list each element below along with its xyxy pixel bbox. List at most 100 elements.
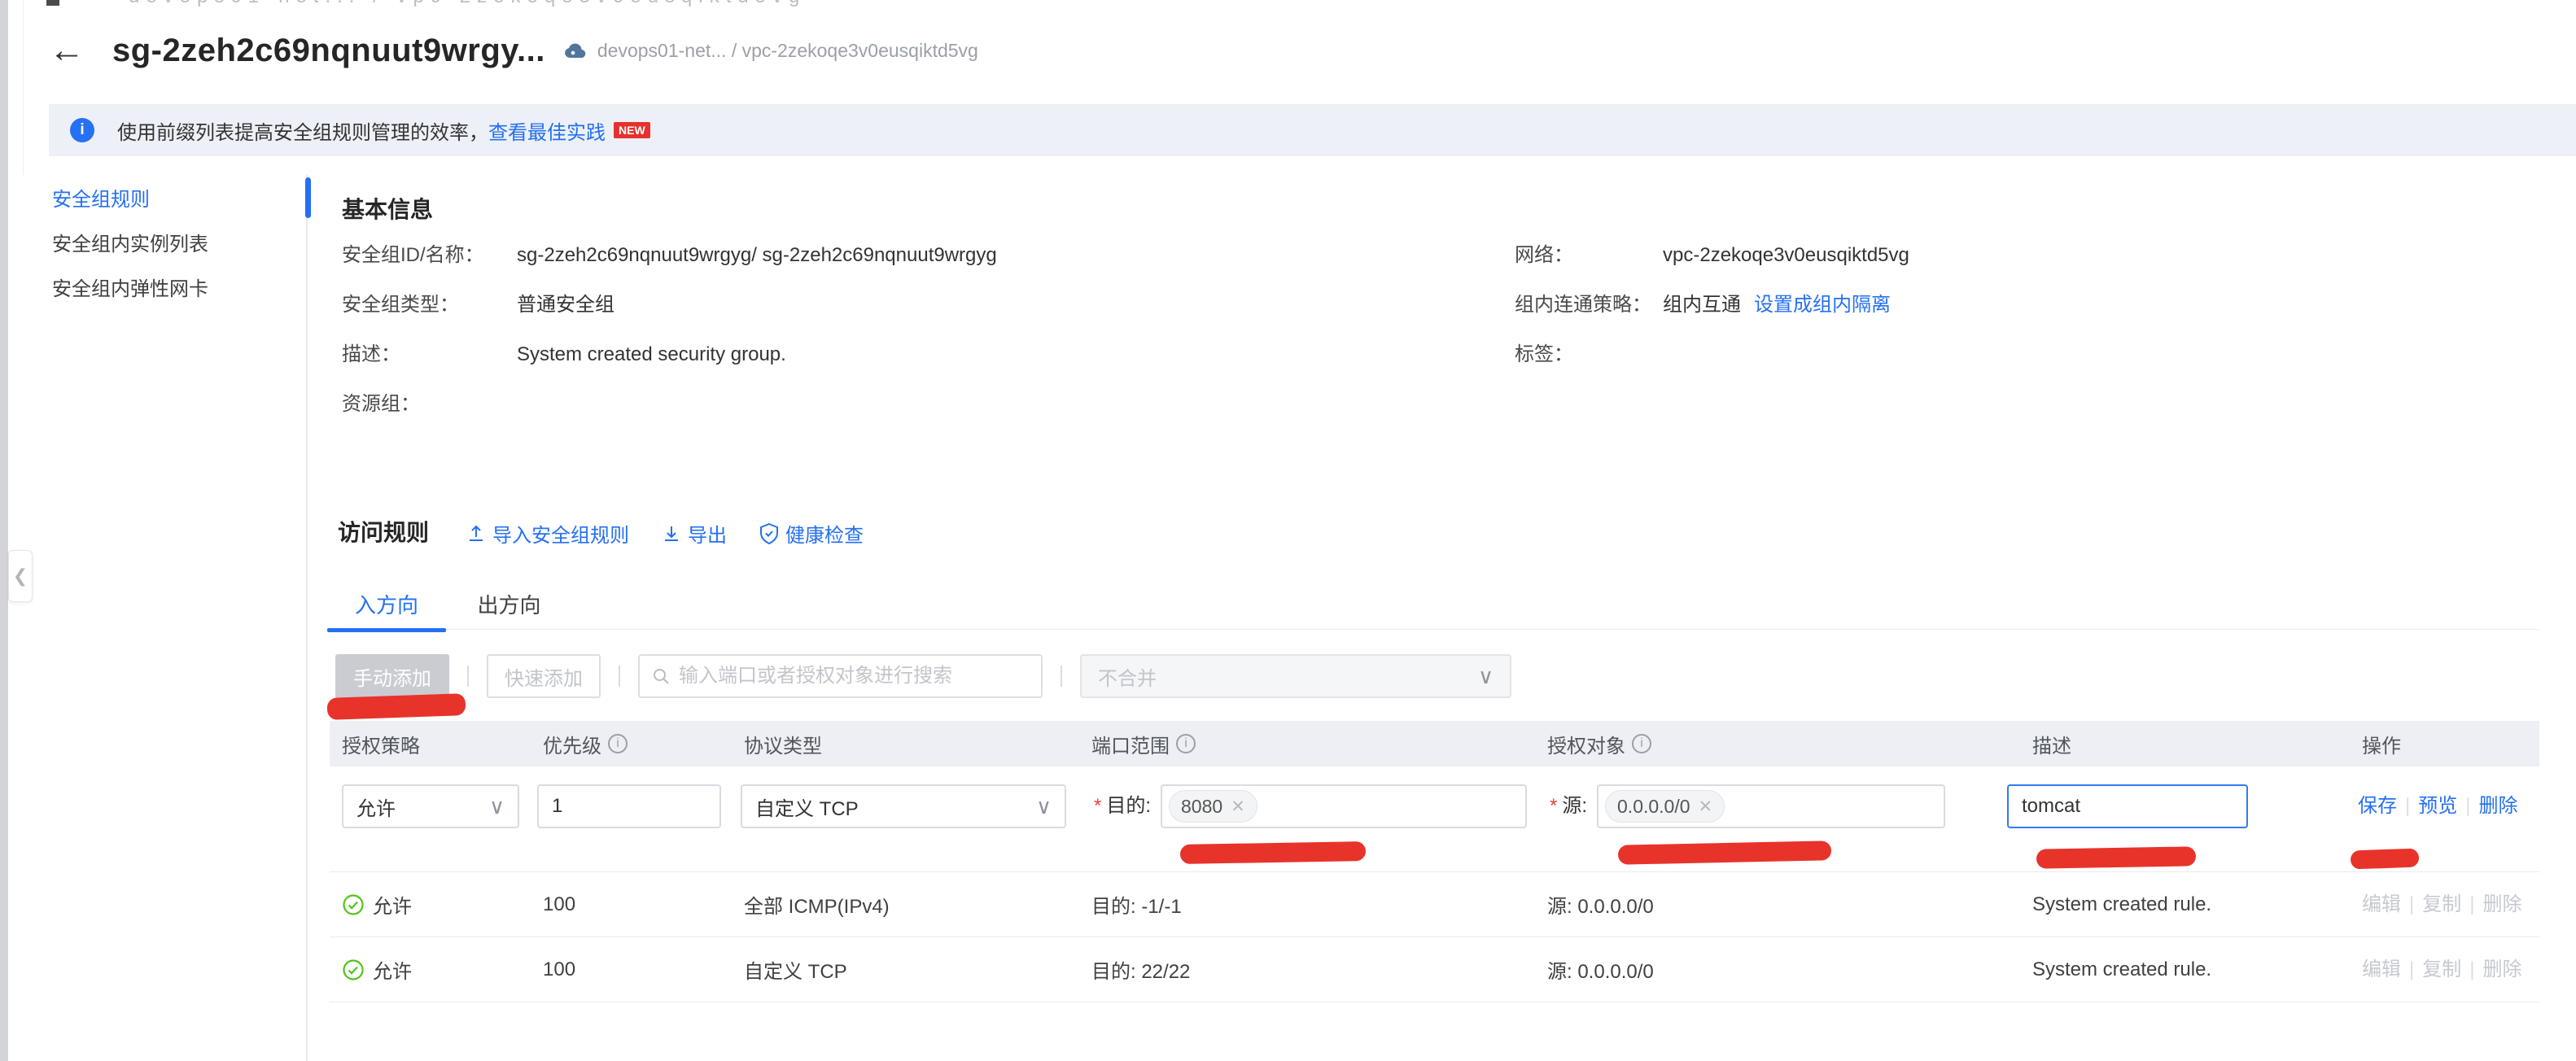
search-icon <box>654 669 669 684</box>
delete-link[interactable]: 删除 <box>2478 795 2518 817</box>
download-icon <box>665 526 678 541</box>
tag-value: 8080 <box>1181 795 1223 817</box>
manual-add-button[interactable]: 手动添加 <box>335 654 449 698</box>
protocol-cell: 自定义 TCP <box>744 961 847 983</box>
description-input[interactable] <box>2007 784 2248 828</box>
shield-check-icon <box>760 522 778 544</box>
port-cell: 目的: 22/22 <box>1091 961 1191 983</box>
info-circle-icon: i <box>70 118 94 142</box>
chevron-down-icon: ∨ <box>488 793 505 819</box>
field-label: 组内连通策略： <box>1515 294 1651 316</box>
policy-cell: 允许 <box>330 937 531 1002</box>
import-rules-link[interactable]: 导入安全组规则 <box>466 519 629 548</box>
edit-port-cell: * 目的: 8080 ✕ <box>1079 766 1535 871</box>
cidr-tag: 0.0.0.0/0 ✕ <box>1605 790 1725 823</box>
selected-option: 自定义 TCP <box>755 797 859 820</box>
policy-select[interactable]: 允许 ∨ <box>342 784 519 828</box>
health-check-link[interactable]: 健康检查 <box>759 519 864 548</box>
action-divider: | <box>2469 958 2475 980</box>
sidebar-item-enis-in-group[interactable]: 安全组内弹性网卡 <box>23 264 306 309</box>
breadcrumb: devops01-net... / vpc-2zekoqe3v0eusqiktd… <box>597 39 978 61</box>
toolbar-divider <box>619 666 620 687</box>
info-icon[interactable]: i <box>608 734 628 753</box>
vpc-cloud-icon <box>563 41 586 59</box>
edit-protocol-cell: 自定义 TCP ∨ <box>732 766 1079 871</box>
save-link[interactable]: 保存 <box>2358 795 2397 817</box>
col-header-auth-object: 授权对象 i <box>1535 721 2020 766</box>
tab-outbound[interactable]: 出方向 <box>477 593 541 618</box>
col-header-policy: 授权策略 <box>342 735 420 758</box>
action-divider: | <box>2409 893 2415 915</box>
info-icon[interactable]: i <box>1176 734 1196 753</box>
required-asterisk: * <box>1550 795 1558 817</box>
source-tag-input[interactable]: 0.0.0.0/0 ✕ <box>1597 784 1946 828</box>
export-link[interactable]: 导出 <box>662 519 727 548</box>
delete-link-disabled[interactable]: 删除 <box>2482 893 2522 915</box>
access-rules-title: 访问规则 <box>338 520 430 545</box>
copy-link-disabled[interactable]: 复制 <box>2422 893 2462 915</box>
merge-mode-select[interactable]: 不合并 ∨ <box>1080 654 1511 698</box>
sidebar-collapse-handle[interactable]: ❮ <box>8 550 33 602</box>
info-icon[interactable]: i <box>1632 734 1651 753</box>
collapsed-left-rail <box>0 0 8 1061</box>
field-label: 标签： <box>1515 343 1573 365</box>
delete-link-disabled[interactable]: 删除 <box>2482 958 2522 980</box>
sidebar: 安全组规则 安全组内实例列表 安全组内弹性网卡 <box>23 175 311 1061</box>
source-cell: 源: 0.0.0.0/0 <box>1547 896 1654 918</box>
toolbar-divider <box>1061 666 1062 687</box>
tab-inbound[interactable]: 入方向 <box>327 587 446 632</box>
priority-cell: 100 <box>543 893 576 915</box>
edit-link-disabled[interactable]: 编辑 <box>2362 893 2401 915</box>
info-row-network: 网络： vpc-2zekoqe3v0eusqiktd5vg <box>1515 244 1909 267</box>
link-label: 导出 <box>688 525 727 547</box>
search-input[interactable] <box>679 665 1041 688</box>
port-tag: 8080 ✕ <box>1169 790 1257 823</box>
edit-actions-cell: 保存 | 预览 | 删除 <box>2350 766 2539 871</box>
toolbar-divider <box>467 666 469 687</box>
sidebar-item-instances-in-group[interactable]: 安全组内实例列表 <box>23 220 306 264</box>
active-indicator-bar <box>305 177 311 218</box>
action-divider: | <box>2409 958 2415 980</box>
info-row-type: 安全组类型： 普通安全组 <box>342 294 997 317</box>
edit-priority-cell <box>531 766 732 871</box>
field-label: 安全组ID/名称： <box>342 244 484 266</box>
allow-check-icon <box>342 893 365 916</box>
rule-row: 允许 100 全部 ICMP(IPv4) 目的: -1/-1 源: 0.0.0.… <box>330 872 2539 937</box>
page-title: sg-2zeh2c69nqnuut9wrgy... <box>112 32 545 68</box>
info-banner: i 使用前缀列表提高安全组规则管理的效率， 查看最佳实践 NEW <box>49 104 2576 156</box>
remove-tag-icon[interactable]: ✕ <box>1698 797 1713 816</box>
selected-option: 允许 <box>356 797 396 820</box>
new-badge: NEW <box>614 122 650 138</box>
upload-icon <box>470 525 483 541</box>
quick-add-button[interactable]: 快速添加 <box>487 654 601 698</box>
protocol-cell: 全部 ICMP(IPv4) <box>744 896 890 918</box>
edit-link-disabled[interactable]: 编辑 <box>2362 958 2401 980</box>
best-practice-link[interactable]: 查看最佳实践 <box>488 121 606 144</box>
priority-input[interactable] <box>537 784 721 828</box>
set-isolation-link[interactable]: 设置成组内隔离 <box>1754 294 1891 316</box>
col-header-port-range: 端口范围 i <box>1079 721 1535 766</box>
protocol-select[interactable]: 自定义 TCP ∨ <box>741 784 1066 828</box>
action-divider: | <box>2465 795 2471 817</box>
red-annotation-marker <box>2350 848 2420 870</box>
remove-tag-icon[interactable]: ✕ <box>1231 797 1245 816</box>
row-actions-cell: 编辑 | 复制 | 删除 <box>2350 937 2539 1002</box>
back-button[interactable]: ← <box>49 30 85 70</box>
rules-search-box <box>638 654 1043 698</box>
basic-info-right-column: 网络： vpc-2zekoqe3v0eusqiktd5vg 组内连通策略： 组内… <box>1515 244 1909 393</box>
field-label: 描述： <box>342 343 400 365</box>
field-value: sg-2zeh2c69nqnuut9wrgyg/ sg-2zeh2c69nqnu… <box>517 244 997 266</box>
preview-link[interactable]: 预览 <box>2418 795 2458 817</box>
field-value: 组内互通 <box>1663 294 1741 316</box>
edit-source-cell: * 源: 0.0.0.0/0 ✕ <box>1535 766 2020 871</box>
field-value: vpc-2zekoqe3v0eusqiktd5vg <box>1663 244 1909 266</box>
copy-link-disabled[interactable]: 复制 <box>2422 958 2462 980</box>
dest-port-tag-input[interactable]: 8080 ✕ <box>1161 784 1527 828</box>
sidebar-item-security-group-rules[interactable]: 安全组规则 <box>23 175 311 220</box>
rules-action-links: 导入安全组规则 导出 健康检查 <box>466 519 864 548</box>
port-cell: 目的: -1/-1 <box>1091 896 1182 918</box>
banner-message: 使用前缀列表提高安全组规则管理的效率， <box>117 121 488 144</box>
info-row-resource-group: 资源组： <box>342 393 997 416</box>
